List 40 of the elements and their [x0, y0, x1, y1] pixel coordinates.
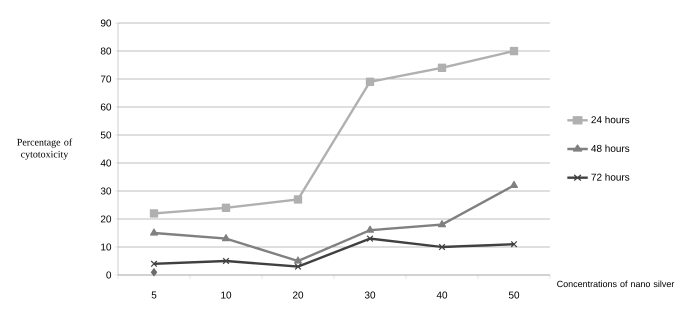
point: [222, 234, 230, 242]
x-tick-label: 40: [436, 292, 448, 299]
point: [366, 235, 374, 242]
y-tick-label: 0: [106, 271, 112, 279]
x-tick-label: 20: [292, 292, 304, 299]
point: [366, 78, 374, 86]
point: [294, 256, 302, 264]
y-tick-label: 10: [101, 243, 112, 251]
point: [294, 195, 302, 204]
point: [150, 228, 158, 236]
y-tick-label: 70: [100, 75, 112, 83]
y-tick-label: 30: [100, 187, 112, 195]
x-tick-label: 30: [364, 292, 376, 299]
legend-label: 24 hours: [591, 116, 630, 124]
legend-label: 72 hours: [591, 173, 630, 181]
y-tick-label: 90: [100, 19, 112, 27]
point: [510, 180, 518, 188]
point: [366, 226, 374, 233]
point: [510, 240, 518, 248]
y-tick-label: 20: [100, 215, 112, 223]
point: [150, 260, 158, 268]
x-tick-label: 10: [221, 292, 232, 299]
point: [510, 46, 518, 56]
x-axis-title: Concentrations of nano silver: [557, 280, 674, 288]
point: [438, 220, 446, 228]
point: [438, 244, 446, 250]
point: [438, 64, 446, 72]
point: [294, 263, 302, 270]
y-tick-label: 60: [100, 103, 112, 111]
y-axis-title: Percentage of cytotoxicity: [17, 138, 72, 160]
point: [222, 258, 230, 264]
x-tick-label: 5: [152, 292, 156, 298]
y-tick-label: 80: [100, 47, 112, 55]
point: [150, 209, 158, 218]
y-tick-label: 50: [100, 131, 112, 139]
x-tick-label: 50: [508, 292, 520, 299]
point: [150, 268, 158, 276]
legend-label: 48 hours: [591, 144, 630, 152]
y-tick-label: 40: [100, 159, 112, 167]
point: [222, 204, 230, 212]
